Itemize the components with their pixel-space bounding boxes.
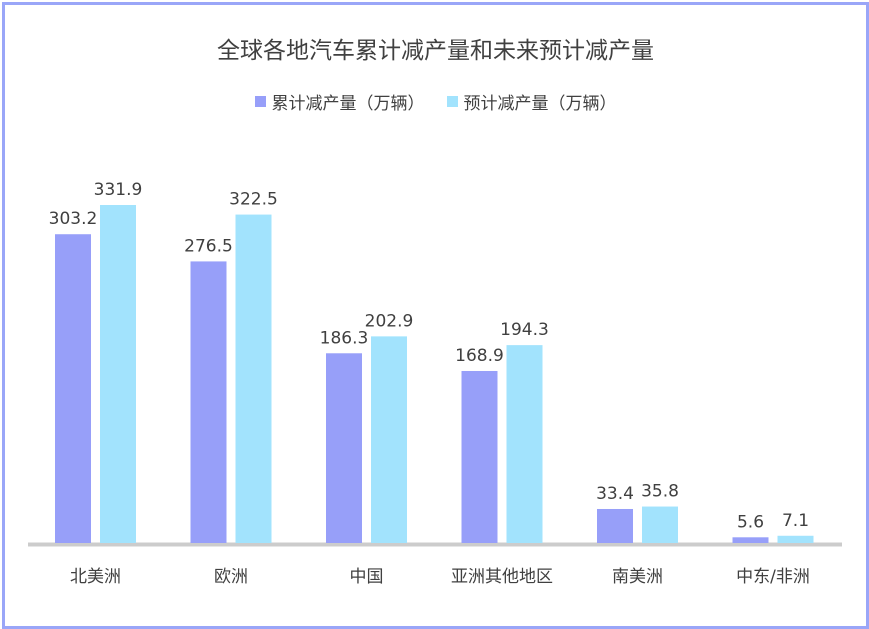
data-label-cumulative-3: 168.9 bbox=[455, 346, 504, 366]
legend-label-cumulative: 累计减产量（万辆） bbox=[271, 94, 425, 114]
data-label-forecast-3: 194.3 bbox=[500, 320, 549, 340]
bar-forecast-1 bbox=[235, 214, 272, 544]
bar-forecast-0 bbox=[100, 205, 136, 543]
bar-cumulative-4 bbox=[597, 508, 633, 543]
bar-cumulative-5 bbox=[732, 537, 769, 543]
bar-cumulative-2 bbox=[326, 353, 362, 543]
legend-label-forecast: 预计减产量（万辆） bbox=[463, 94, 617, 114]
x-tick-label-3: 亚洲其他地区 bbox=[451, 567, 553, 587]
data-label-forecast-1: 322.5 bbox=[229, 190, 278, 210]
data-label-forecast-0: 331.9 bbox=[94, 180, 143, 200]
bar-forecast-4 bbox=[642, 506, 678, 543]
data-label-forecast-2: 202.9 bbox=[365, 311, 414, 331]
bar-cumulative-0 bbox=[55, 234, 91, 543]
legend-swatch-forecast bbox=[446, 96, 458, 107]
bar-forecast-3 bbox=[506, 345, 543, 543]
bar-cumulative-3 bbox=[461, 370, 498, 543]
x-tick-label-5: 中东/非洲 bbox=[736, 567, 810, 587]
bar-forecast-2 bbox=[371, 336, 407, 543]
chart-legend: 累计减产量（万辆） 预计减产量（万辆） bbox=[5, 89, 866, 114]
data-label-cumulative-5: 5.6 bbox=[737, 512, 764, 532]
bar-cumulative-1 bbox=[190, 261, 227, 543]
data-label-forecast-5: 7.1 bbox=[782, 511, 809, 531]
legend-item-cumulative: 累计减产量（万辆） bbox=[254, 89, 425, 114]
x-tick-label-0: 北美洲 bbox=[70, 567, 121, 587]
data-label-cumulative-2: 186.3 bbox=[320, 328, 369, 348]
legend-item-forecast: 预计减产量（万辆） bbox=[446, 89, 617, 114]
data-label-cumulative-4: 33.4 bbox=[596, 484, 634, 504]
data-label-cumulative-0: 303.2 bbox=[49, 209, 98, 229]
x-tick-label-1: 欧洲 bbox=[214, 567, 248, 587]
data-label-forecast-4: 35.8 bbox=[641, 482, 679, 502]
x-tick-label-2: 中国 bbox=[350, 567, 384, 587]
legend-swatch-cumulative bbox=[254, 96, 266, 107]
bar-forecast-5 bbox=[777, 535, 814, 543]
chart-title: 全球各地汽车累计减产量和未来预计减产量 bbox=[217, 38, 654, 64]
data-label-cumulative-1: 276.5 bbox=[184, 236, 233, 256]
x-tick-label-4: 南美洲 bbox=[612, 567, 663, 587]
